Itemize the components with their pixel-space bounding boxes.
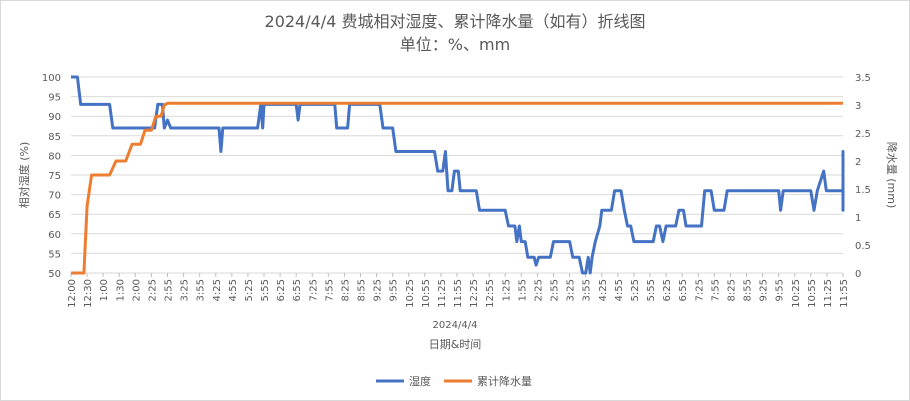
left-tick-label: 95 (48, 93, 61, 104)
x-tick-label: 2:55 (550, 279, 561, 301)
x-tick-label: 2:25 (147, 279, 158, 301)
x-tick-label: 7:55 (324, 279, 335, 301)
x-tick-label: 12:55 (485, 279, 496, 308)
left-axis-title: 相对湿度 (%) (17, 142, 31, 209)
x-tick-label: 5:25 (630, 279, 641, 301)
x-tick-label: 5:55 (260, 279, 271, 301)
x-tick-label: 6:55 (292, 279, 303, 301)
x-tick-label: 2:00 (131, 279, 142, 301)
x-tick-label: 6:25 (662, 279, 673, 301)
x-tick-label: 3:25 (180, 279, 191, 301)
x-tick-label: 12:30 (83, 279, 94, 308)
series-line-humidity (71, 75, 845, 275)
chart-title: 2024/4/4 费城相对湿度、累计降水量（如有）折线图 (265, 12, 646, 31)
x-tick-label: 8:55 (357, 279, 368, 301)
x-tick-label: 4:55 (614, 279, 625, 301)
x-tick-label: 4:25 (598, 279, 609, 301)
right-axis-title: 降水量 (mm) (885, 142, 899, 209)
x-tick-label: 8:55 (743, 279, 754, 301)
left-axis-ticks: 50 55 60 65 70 75 80 85 90 95 100 (42, 73, 61, 280)
right-tick-label: 0.5 (855, 241, 871, 252)
right-tick-label: 2 (855, 157, 861, 168)
x-tick-label: 1:30 (115, 279, 126, 301)
x-tick-label: 12:25 (469, 279, 480, 308)
left-tick-label: 100 (42, 73, 61, 84)
left-tick-label: 70 (48, 191, 61, 202)
x-tick-label: 3:25 (566, 279, 577, 301)
x-axis-title: 日期&时间 (429, 338, 482, 351)
x-tick-label: 7:25 (694, 279, 705, 301)
legend-label-precipitation: 累计降水量 (477, 374, 532, 388)
x-axis-group-label: 2024/4/4 (433, 320, 478, 331)
x-tick-label: 7:55 (710, 279, 721, 301)
right-tick-label: 1.5 (855, 185, 871, 196)
chart-subtitle: 单位：%、mm (400, 35, 510, 54)
x-tick-label: 2:25 (533, 279, 544, 301)
x-tick-label: 11:25 (823, 279, 834, 308)
x-tick-label: 11:25 (437, 279, 448, 308)
x-tick-label: 5:55 (646, 279, 657, 301)
legend-label-humidity: 湿度 (409, 374, 431, 388)
series-lines (71, 75, 845, 275)
x-tick-label: 4:25 (212, 279, 223, 301)
left-tick-label: 80 (48, 151, 61, 162)
left-tick-label: 75 (48, 171, 61, 182)
right-axis-ticks: 0 0.5 1 1.5 2 2.5 3 3.5 (855, 73, 871, 280)
left-tick-label: 85 (48, 132, 61, 143)
x-tick-label: 10:25 (791, 279, 802, 308)
x-tick-label: 1:00 (99, 279, 110, 301)
x-tick-label: 9:25 (373, 279, 384, 301)
right-tick-label: 3.5 (855, 73, 871, 84)
x-tick-label: 9:55 (775, 279, 786, 301)
x-axis-ticks: 12:00 12:30 1:00 1:30 2:00 2:25 2:55 3:25 3:55 4:… (67, 273, 850, 308)
x-tick-label: 6:25 (276, 279, 287, 301)
left-tick-label: 65 (48, 210, 61, 221)
x-tick-label: 1:55 (517, 279, 528, 301)
x-tick-label: 2:55 (164, 279, 175, 301)
x-tick-label: 9:55 (389, 279, 400, 301)
right-tick-label: 1 (855, 213, 861, 224)
left-tick-label: 90 (48, 112, 61, 123)
legend: 湿度 累计降水量 (376, 374, 532, 388)
gridlines (71, 76, 843, 274)
x-tick-label: 12:00 (67, 279, 78, 308)
x-tick-label: 7:25 (308, 279, 319, 301)
x-tick-label: 6:55 (678, 279, 689, 301)
right-tick-label: 0 (855, 269, 861, 280)
x-tick-label: 11:55 (839, 279, 850, 308)
x-tick-label: 9:25 (759, 279, 770, 301)
series-line-precipitation (71, 101, 843, 275)
left-tick-label: 55 (48, 249, 61, 260)
x-tick-label: 3:55 (582, 279, 593, 301)
x-tick-label: 8:25 (340, 279, 351, 301)
left-tick-label: 60 (48, 230, 61, 241)
x-tick-label: 10:25 (405, 279, 416, 308)
x-tick-label: 11:55 (453, 279, 464, 308)
x-tick-label: 3:55 (196, 279, 207, 301)
x-tick-label: 5:25 (244, 279, 255, 301)
x-tick-label: 10:55 (421, 279, 432, 308)
x-tick-label: 8:25 (726, 279, 737, 301)
left-tick-label: 50 (48, 269, 61, 280)
x-tick-label: 1:25 (501, 279, 512, 301)
right-tick-label: 2.5 (855, 129, 871, 140)
x-tick-label: 10:55 (807, 279, 818, 308)
right-tick-label: 3 (855, 101, 861, 112)
x-tick-label: 4:55 (228, 279, 239, 301)
